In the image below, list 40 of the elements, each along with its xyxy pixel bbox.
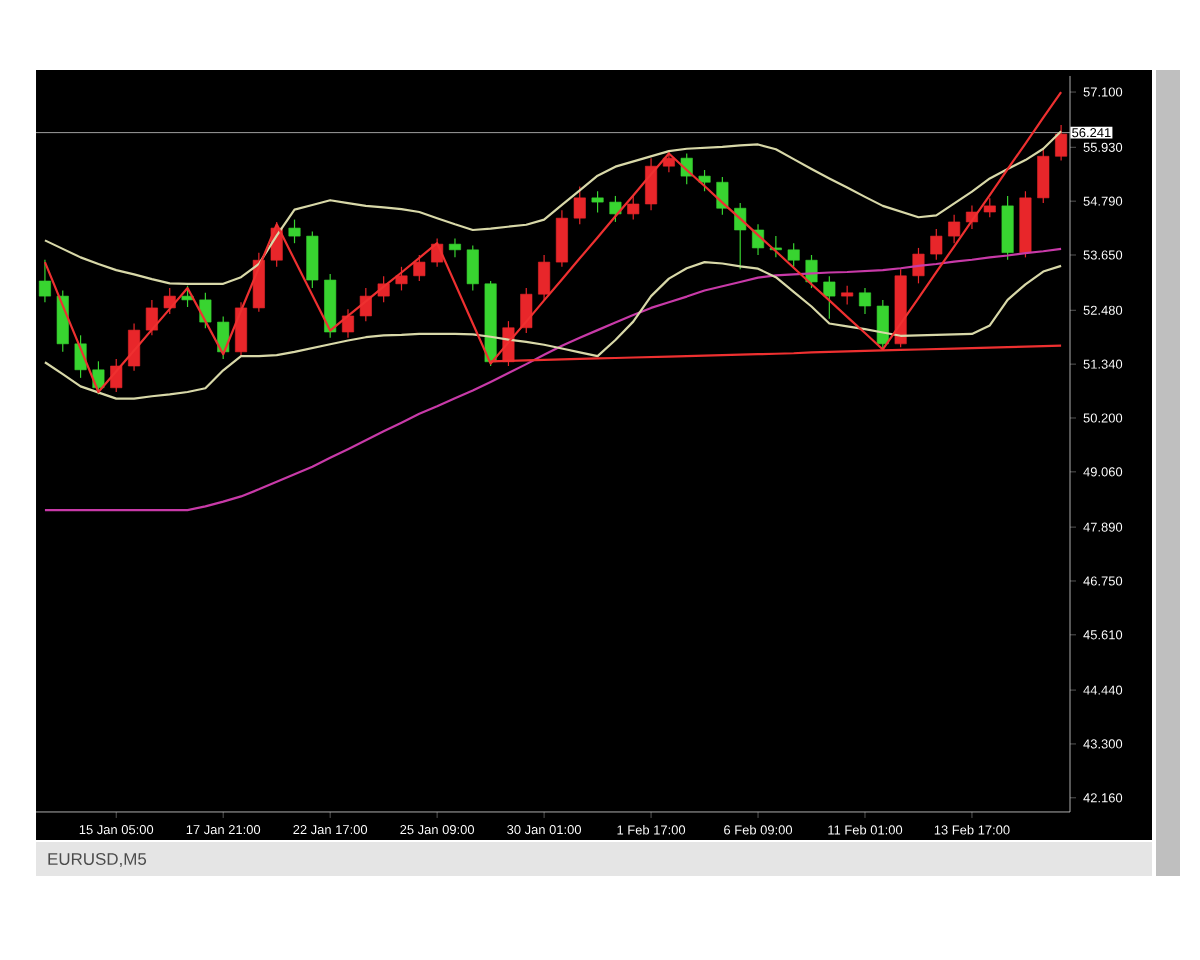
candlestick xyxy=(823,275,836,320)
candlestick xyxy=(288,218,301,244)
candlestick xyxy=(948,214,961,244)
candlestick xyxy=(591,190,604,214)
candlestick xyxy=(609,195,622,223)
candlestick xyxy=(1055,124,1068,162)
candlestick xyxy=(448,237,461,258)
candlestick xyxy=(930,228,943,261)
candlestick xyxy=(983,197,996,218)
candlestick xyxy=(698,169,711,192)
candlestick xyxy=(413,254,426,282)
candlestick xyxy=(377,275,390,303)
candlestick xyxy=(538,254,551,301)
candlestick xyxy=(627,195,640,221)
candlestick xyxy=(716,176,729,216)
candlestick xyxy=(841,285,854,306)
candlestick xyxy=(1001,195,1014,261)
candlestick xyxy=(128,322,141,372)
candlestick xyxy=(306,230,319,289)
candlestick xyxy=(466,244,479,292)
candlestick xyxy=(1037,148,1050,204)
candlestick xyxy=(181,285,194,308)
candlestick xyxy=(359,287,372,322)
candlestick xyxy=(235,301,248,358)
candlestick xyxy=(787,242,800,268)
candlestick xyxy=(555,209,568,268)
candlestick xyxy=(341,308,354,339)
candlestick xyxy=(395,266,408,292)
candlestick xyxy=(199,292,212,329)
candlestick xyxy=(912,247,925,284)
candlestick xyxy=(645,157,658,211)
candlestick xyxy=(520,287,533,334)
text: EURUSD,M5 xyxy=(48,852,147,867)
candlestick xyxy=(876,299,889,351)
candlestick xyxy=(163,287,176,315)
candlestick xyxy=(858,287,871,315)
candlestick xyxy=(573,185,586,225)
candlestick xyxy=(662,150,675,173)
candlestick xyxy=(38,259,51,303)
candlestick xyxy=(145,299,158,336)
